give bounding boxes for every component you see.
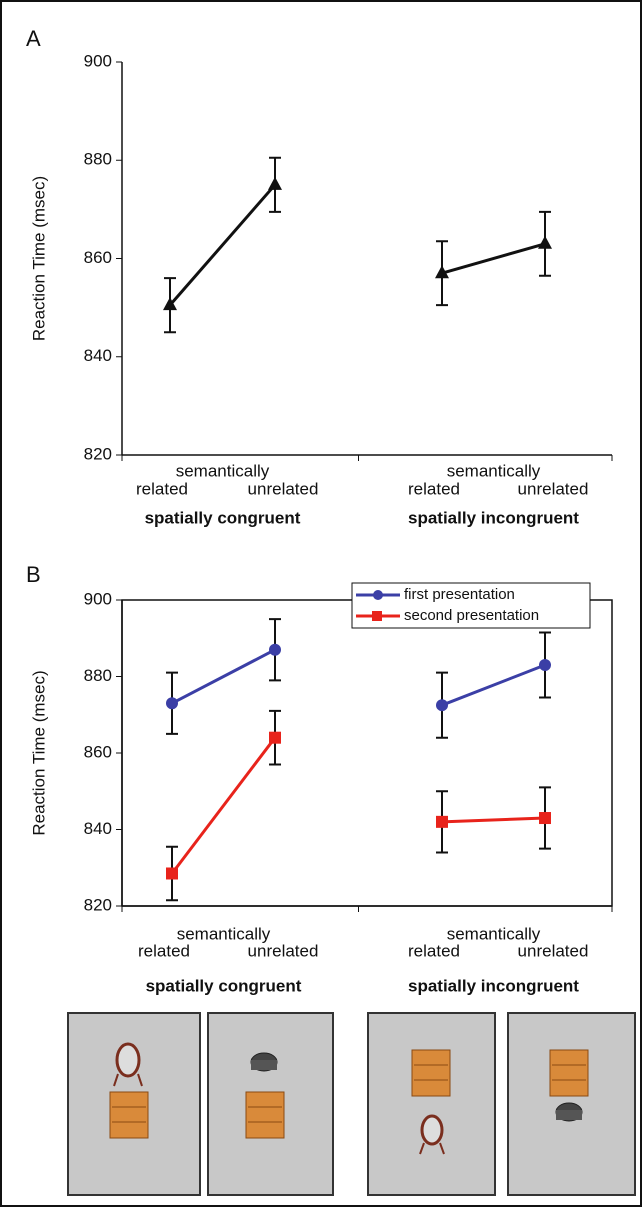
marker: [436, 815, 448, 828]
legend-box: [351, 582, 591, 629]
x-group-sublabel: semantically: [447, 461, 541, 480]
x-group-label: spatially congruent: [145, 508, 301, 527]
series-line: [441, 816, 546, 824]
plot-frame: [121, 599, 613, 907]
y-tick-label: 840: [84, 819, 112, 838]
legend-marker: [372, 611, 382, 621]
stimulus-incongruent-unrelated: [507, 1012, 636, 1196]
y-tick-label: 900: [84, 589, 112, 608]
legend-label: second presentation: [404, 607, 539, 624]
marker: [269, 643, 281, 656]
marker: [166, 867, 178, 880]
legend-marker: [373, 590, 383, 600]
x-group-label: spatially congruent: [146, 976, 302, 995]
marker: [269, 731, 281, 744]
y-tick-label: 860: [84, 742, 112, 761]
x-group-sublabel: semantically: [447, 924, 541, 943]
stimulus-incongruent-related: [367, 1012, 496, 1196]
panel-label: B: [26, 562, 41, 587]
marker: [539, 659, 551, 672]
y-tick-label: 880: [84, 150, 112, 169]
x-tick-label: related: [408, 941, 460, 960]
y-tick-label: 820: [84, 444, 112, 463]
y-tick-label: 840: [84, 346, 112, 365]
x-tick-label: unrelated: [518, 479, 589, 498]
panel-label: A: [26, 26, 41, 51]
series-line: [441, 242, 546, 275]
stimulus-congruent-unrelated: [207, 1012, 334, 1196]
y-tick-label: 900: [84, 51, 112, 70]
x-group-sublabel: semantically: [176, 461, 270, 480]
x-group-sublabel: semantically: [177, 924, 271, 943]
marker: [436, 699, 448, 712]
marker: [166, 697, 178, 710]
marker: [539, 812, 551, 825]
marker: [268, 176, 282, 190]
legend-label: first presentation: [404, 586, 515, 603]
x-tick-label: unrelated: [248, 941, 319, 960]
stimulus-congruent-related: [67, 1012, 201, 1196]
y-axis-label: Reaction Time (msec): [29, 176, 48, 341]
x-tick-label: related: [408, 479, 460, 498]
y-tick-label: 880: [84, 666, 112, 685]
series-line: [168, 183, 277, 307]
x-tick-label: related: [138, 941, 190, 960]
series-line: [170, 736, 277, 875]
y-tick-label: 860: [84, 248, 112, 267]
stimulus-images: [67, 1012, 636, 1196]
x-tick-label: unrelated: [248, 479, 319, 498]
y-tick-label: 820: [84, 895, 112, 914]
y-axis-label: Reaction Time (msec): [29, 670, 48, 835]
x-tick-label: unrelated: [518, 941, 589, 960]
series-line: [171, 648, 276, 705]
marker: [435, 265, 449, 279]
series-line: [441, 663, 546, 707]
marker: [538, 235, 552, 249]
x-group-label: spatially incongruent: [408, 508, 579, 527]
x-group-label: spatially incongruent: [408, 976, 579, 995]
marker: [163, 297, 177, 311]
x-tick-label: related: [136, 479, 188, 498]
